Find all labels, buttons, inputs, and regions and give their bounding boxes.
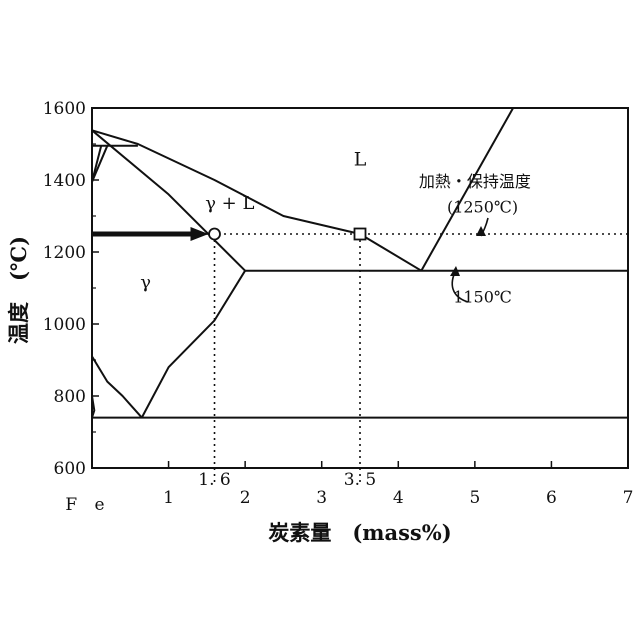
x-tick-label-5: 5	[469, 488, 480, 508]
x-tick-label-4: 4	[393, 488, 404, 508]
x-tick-label-6: 6	[546, 488, 557, 508]
y-tick-label-1600: 1600	[43, 99, 86, 119]
y-axis-title: 温度 (℃)	[6, 236, 31, 344]
marked-x-label: 3. 5	[344, 470, 376, 490]
region-label-2: γ + L	[205, 193, 254, 214]
x-tick-label-7: 7	[623, 488, 634, 508]
x-tick-label-3: 3	[316, 488, 327, 508]
annotation-1: 加熱・保持温度	[419, 172, 531, 191]
x-tick-label-2: 2	[240, 488, 251, 508]
heating-arrowhead	[191, 227, 209, 241]
y-tick-label-800: 800	[54, 387, 86, 407]
annotation-3: 1150℃	[453, 287, 512, 306]
liquidus-left	[92, 130, 421, 270]
y-tick-label-1200: 1200	[43, 243, 86, 263]
a3-line	[92, 356, 142, 417]
chart-markers	[92, 218, 488, 302]
marked-x-label: 1. 6	[198, 470, 230, 490]
x-tick-label-1: 1	[163, 488, 174, 508]
region-label-3: γ	[140, 272, 151, 293]
y-tick-label-1000: 1000	[43, 315, 86, 335]
y-tick-label-600: 600	[54, 459, 86, 479]
x-axis-title: 炭素量 (mass%)	[268, 520, 451, 545]
chart-text: 1 2 3 4 5 6 7 600 800 1000 1200 1400 1600 1. 6 3. 5 F e…	[6, 99, 633, 545]
circle-marker	[209, 229, 220, 240]
y-tick-label-1400: 1400	[43, 171, 86, 191]
origin-label: F e	[65, 495, 110, 515]
square-marker	[355, 229, 366, 240]
annotation-2: (1250℃)	[447, 197, 518, 216]
acm-line	[142, 271, 245, 418]
region-label-1: L	[354, 149, 367, 171]
